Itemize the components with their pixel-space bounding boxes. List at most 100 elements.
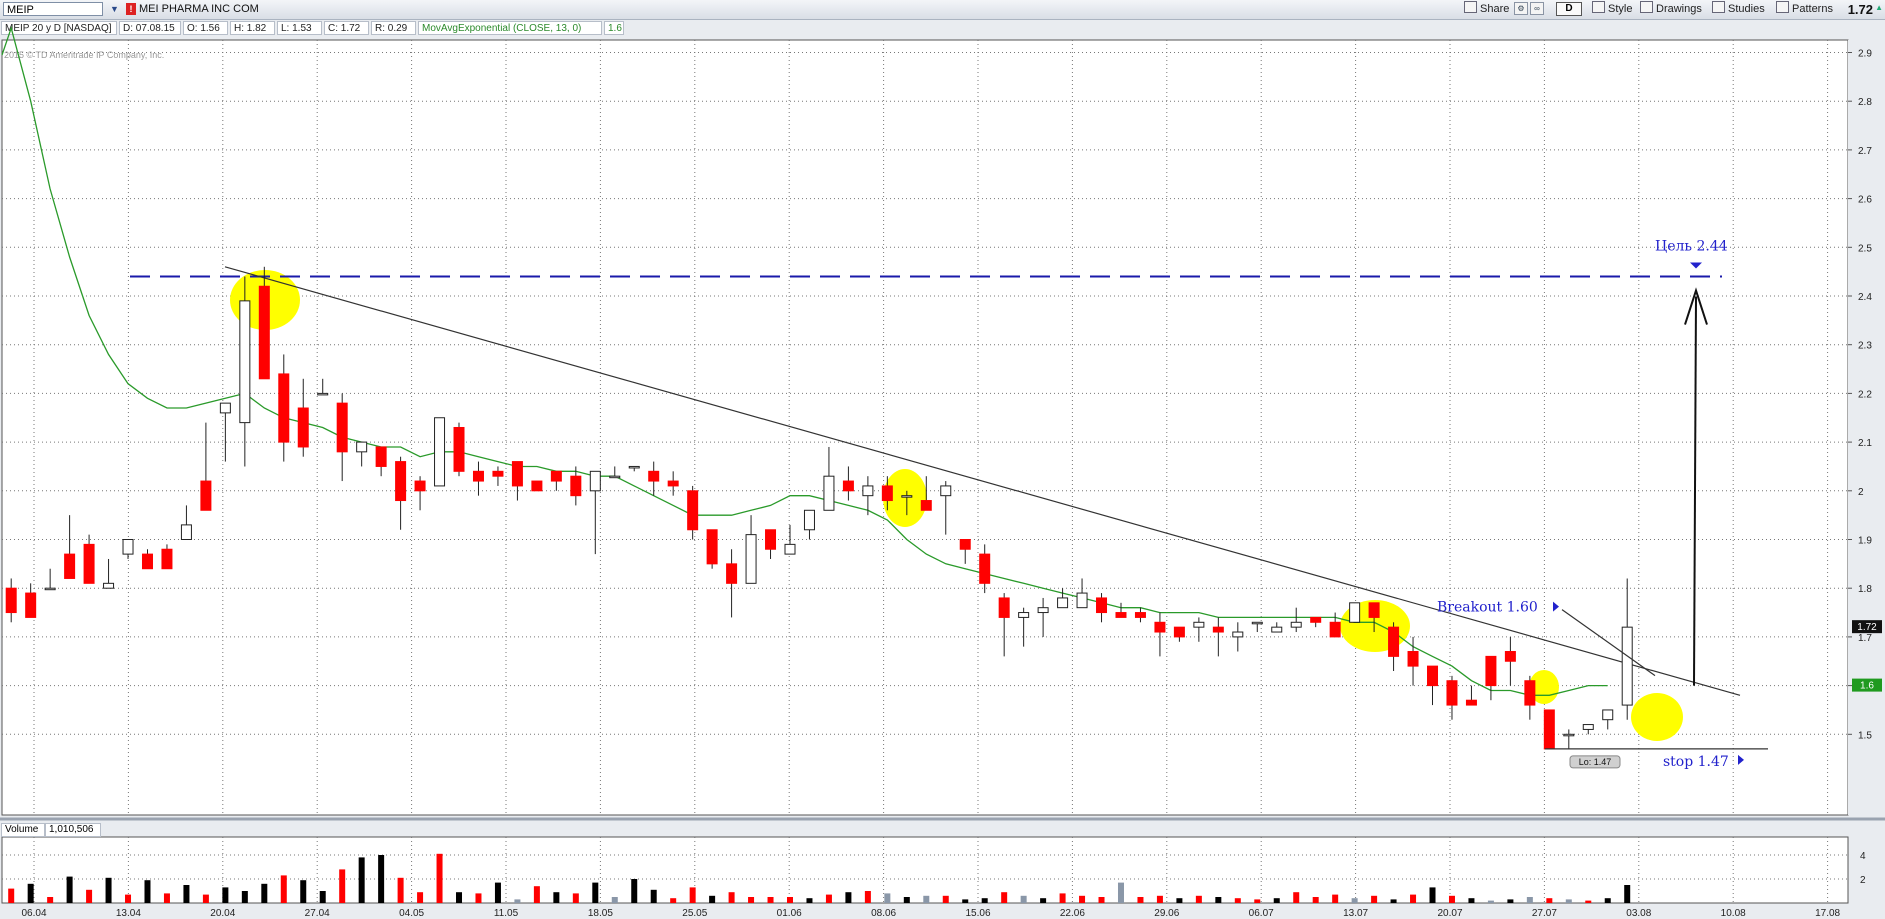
volume-bar — [670, 898, 677, 903]
close-value: C: 1.72 — [324, 21, 369, 35]
volume-bar — [1546, 898, 1553, 903]
drawings-button[interactable]: Drawings — [1636, 1, 1706, 17]
candle-body — [1271, 626, 1283, 633]
volume-bar — [8, 888, 15, 903]
style-button[interactable]: Style — [1588, 1, 1636, 17]
volume-bar — [183, 885, 190, 903]
candle-body — [395, 461, 407, 502]
y-tick-label: 2.5 — [1858, 243, 1872, 254]
last-price-tag-box — [1852, 620, 1882, 634]
x-tick-label: 22.06 — [1060, 908, 1085, 919]
volume-bar — [475, 893, 482, 903]
x-tick-label: 27.04 — [305, 908, 330, 919]
y-tick-label: 2 — [1858, 487, 1864, 498]
share-label: Share — [1480, 3, 1510, 15]
candle-body — [200, 480, 212, 511]
x-tick-label: 13.07 — [1343, 908, 1368, 919]
highlight-circle — [1631, 693, 1683, 741]
patterns-button[interactable]: Patterns — [1772, 1, 1837, 17]
candle-body — [1173, 626, 1185, 638]
red-flag-icon[interactable]: ! — [126, 3, 136, 15]
volume-bar — [1273, 898, 1280, 903]
symbol-dropdown-icon[interactable]: ▼ — [110, 4, 119, 14]
study-label[interactable]: MovAvgExponential (CLOSE, 13, 0) — [418, 21, 602, 35]
low-value: L: 1.53 — [277, 21, 322, 35]
drawings-label: Drawings — [1656, 3, 1702, 15]
patterns-icon — [1776, 1, 1789, 13]
company-name: MEI PHARMA INC COM — [139, 3, 259, 15]
volume-bar — [1020, 895, 1027, 903]
candle-body — [979, 553, 991, 584]
x-tick-label: 11.05 — [494, 908, 519, 919]
candle-body — [862, 485, 874, 497]
volume-bar — [1468, 898, 1475, 903]
candle-body — [161, 548, 173, 570]
candle-body — [726, 563, 738, 584]
candle-body — [609, 475, 621, 479]
volume-bar — [86, 889, 93, 903]
top-toolbar: MEIP ▼ ! MEI PHARMA INC COM Share ⚙ ∞ D … — [0, 0, 1885, 20]
low-tag: Lo: 1.47 — [1579, 757, 1612, 767]
candle-body — [1621, 626, 1633, 706]
volume-bar — [1351, 898, 1358, 903]
candle-body — [1193, 621, 1205, 628]
candle-body — [765, 529, 777, 550]
candle-body — [1096, 597, 1108, 614]
volume-bar — [397, 877, 404, 903]
volume-bar — [1117, 882, 1124, 903]
volume-bar — [903, 897, 910, 903]
copyright-text: 2015 © TD Ameritrade IP Company, Inc. — [4, 50, 164, 60]
stop-arrow-icon — [1738, 754, 1744, 765]
candle-body — [1368, 602, 1380, 618]
volume-bar — [319, 891, 326, 903]
candle-body — [44, 587, 56, 591]
studies-label: Studies — [1728, 3, 1765, 15]
x-tick-label: 15.06 — [965, 908, 990, 919]
y-tick-label: 2.9 — [1858, 49, 1872, 60]
candle-body — [1076, 592, 1088, 609]
volume-bar — [1487, 900, 1494, 903]
y-tick-label: 1.8 — [1858, 584, 1872, 595]
volume-label: Volume — [1, 823, 45, 837]
tools-icon[interactable]: ⚙ — [1514, 2, 1528, 15]
high-value: H: 1.82 — [230, 21, 275, 35]
period-button[interactable]: D — [1556, 2, 1582, 16]
candle-body — [1582, 724, 1594, 730]
symbol-input[interactable]: MEIP — [3, 2, 103, 16]
link-icon[interactable]: ∞ — [1530, 2, 1544, 15]
volume-bar — [261, 883, 268, 903]
share-icon — [1464, 1, 1477, 13]
candle-body — [648, 470, 660, 482]
up-tick-icon: ▲ — [1875, 3, 1883, 12]
studies-button[interactable]: Studies — [1708, 1, 1769, 17]
x-tick-label: 17.08 — [1815, 908, 1840, 919]
candle-body — [1602, 709, 1614, 721]
volume-bar — [105, 877, 112, 903]
x-tick-label: 20.07 — [1437, 908, 1462, 919]
candle-body — [1037, 607, 1049, 614]
candle-body — [959, 539, 971, 550]
gear-icon — [1592, 1, 1605, 13]
volume-bar — [923, 895, 930, 903]
y-tick-label: 1.5 — [1858, 730, 1872, 741]
volume-bar — [1215, 897, 1222, 903]
volume-bar — [1195, 895, 1202, 903]
candle-body — [920, 500, 932, 511]
volume-bar — [1156, 895, 1163, 903]
time-axis — [0, 905, 1885, 919]
volume-panel — [1, 836, 1849, 904]
x-tick-label: 01.06 — [777, 908, 802, 919]
volume-bar — [241, 891, 248, 903]
x-tick-label: 13.04 — [116, 908, 141, 919]
target-annotation: Цель 2.44 — [1655, 239, 1728, 255]
candle-body — [1310, 616, 1322, 623]
volume-bar — [631, 879, 638, 903]
candle-body — [278, 373, 290, 443]
x-tick-label: 03.08 — [1626, 908, 1651, 919]
volume-bar — [572, 893, 579, 903]
volume-bar — [689, 887, 696, 903]
share-button[interactable]: Share — [1460, 1, 1513, 17]
highlight-circle — [883, 469, 927, 527]
candle-body — [1232, 631, 1244, 638]
